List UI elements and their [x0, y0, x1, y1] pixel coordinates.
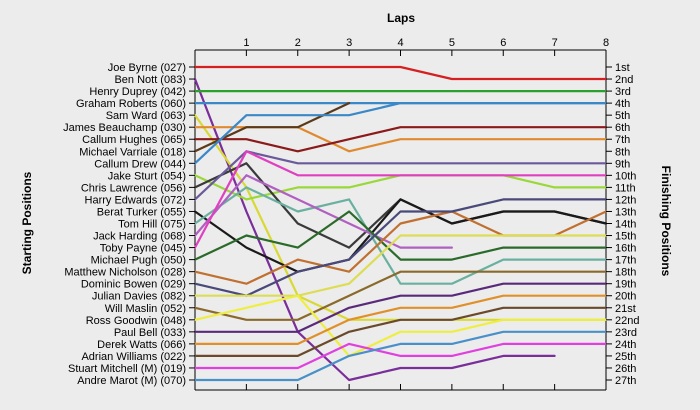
finishing-position-label: 13th: [615, 206, 636, 218]
starting-position-label: Ross Goodwin (048): [86, 315, 186, 327]
starting-position-label: Michael Pugh (050): [91, 255, 186, 267]
series-line-20: [193, 234, 608, 297]
starting-position-label: Julian Davies (082): [92, 291, 186, 303]
series-line-13: [193, 198, 608, 273]
finishing-position-label: 24th: [615, 339, 636, 351]
finishing-position-label: 5th: [615, 110, 630, 122]
series-line-22: [193, 294, 608, 357]
series-lines: [193, 65, 608, 382]
finishing-position-label: 21st: [615, 303, 636, 315]
finishing-position-label: 15th: [615, 231, 636, 243]
finishing-position-label: 6th: [615, 122, 630, 134]
x-tick-label-4: 4: [397, 37, 403, 49]
starting-position-label: Chris Lawrence (056): [81, 182, 186, 194]
finishing-position-label: 12th: [615, 194, 636, 206]
x-tick-label-5: 5: [449, 37, 455, 49]
starting-position-label: Dominic Bowen (029): [81, 279, 186, 291]
starting-position-label: Berat Turker (055): [97, 206, 186, 218]
series-line-21: [193, 270, 608, 321]
finishing-position-label: 19th: [615, 279, 636, 291]
finishing-position-label: 2nd: [615, 74, 633, 86]
finishing-position-label: 9th: [615, 158, 630, 170]
starting-position-label: Jake Sturt (054): [108, 170, 186, 182]
series-line-12: [193, 150, 608, 201]
x-tick-label-3: 3: [346, 37, 352, 49]
left-axis-title: Starting Positions: [20, 171, 34, 274]
finishing-position-label: 16th: [615, 243, 636, 255]
series-line-7: [193, 126, 608, 153]
axes: 1 2 3 4 5 6 7 8: [194, 37, 609, 391]
finishing-position-label: 10th: [615, 170, 636, 182]
series-line-26: [193, 342, 608, 370]
starting-position-label: Adrian Williams (022): [81, 351, 186, 363]
starting-position-label: Harry Edwards (072): [85, 194, 186, 206]
chart-title: Laps: [387, 11, 415, 25]
finishing-position-label: 25th: [615, 351, 636, 363]
finishing-position-label: 22nd: [615, 315, 639, 327]
starting-position-label: Ben Nott (083): [114, 74, 186, 86]
series-line-17: [193, 210, 608, 261]
starting-position-label: Tom Hill (075): [118, 219, 186, 231]
starting-position-label: Andre Marot (M) (070): [77, 375, 186, 387]
starting-position-label: Michael Varriale (018): [79, 146, 186, 158]
finishing-position-label: 18th: [615, 267, 636, 279]
x-tick-label-7: 7: [552, 37, 558, 49]
starting-position-label: Graham Roberts (060): [76, 98, 186, 110]
finishing-position-label: 23rd: [615, 327, 637, 339]
finishing-position-label: 8th: [615, 146, 630, 158]
series-line-14: [193, 186, 608, 285]
finishing-position-label: 7th: [615, 134, 630, 146]
starting-position-label: Derek Watts (066): [97, 339, 186, 351]
starting-position-label: Callum Drew (044): [94, 158, 186, 170]
starting-position-label: Paul Bell (033): [114, 327, 186, 339]
series-line-27: [193, 330, 608, 382]
finishing-position-label: 11th: [615, 182, 636, 194]
starting-position-label: Henry Duprey (042): [89, 86, 186, 98]
starting-position-label: James Beauchamp (030): [63, 122, 186, 134]
x-tick-label-2: 2: [295, 37, 301, 49]
finishing-position-label: 20th: [615, 291, 636, 303]
finishing-position-label: 3rd: [615, 86, 631, 98]
series-line-19: [193, 198, 608, 297]
starting-position-label: Joe Byrne (027): [108, 62, 186, 74]
series-line-24: [193, 294, 608, 345]
series-line-25: [193, 306, 608, 357]
starting-position-label: Stuart Mitchell (M) (019): [68, 363, 186, 375]
finishing-position-label: 17th: [615, 255, 636, 267]
finishing-position-label: 4th: [615, 98, 630, 110]
finishing-position-label: 26th: [615, 363, 636, 375]
starting-position-label: Sam Ward (063): [106, 110, 186, 122]
series-line-15: [193, 174, 453, 249]
x-tick-label-6: 6: [500, 37, 506, 49]
finishing-position-label: 14th: [615, 219, 636, 231]
finishing-position-label: 27th: [615, 375, 636, 387]
starting-position-label: Matthew Nicholson (028): [64, 267, 186, 279]
starting-position-labels: Joe Byrne (027)Ben Nott (083)Henry Dupre…: [63, 62, 195, 387]
starting-position-label: Jack Harding (068): [93, 231, 186, 243]
x-tick-label-8: 8: [603, 37, 609, 49]
finishing-position-labels: 1st2nd3rd4th5th6th7th8th9th10th11th12th1…: [606, 62, 639, 387]
series-line-1: [193, 65, 608, 81]
starting-position-label: Callum Hughes (065): [82, 134, 186, 146]
series-line-23: [193, 282, 608, 333]
starting-position-label: Will Maslin (052): [105, 303, 186, 315]
series-line-9: [193, 101, 608, 165]
series-line-2: [193, 77, 556, 382]
finishing-position-label: 1st: [615, 62, 630, 74]
right-axis-title: Finishing Positions: [659, 166, 673, 277]
x-tick-label-1: 1: [243, 37, 249, 49]
series-line-16: [193, 150, 608, 249]
starting-position-label: Toby Payne (045): [100, 243, 186, 255]
